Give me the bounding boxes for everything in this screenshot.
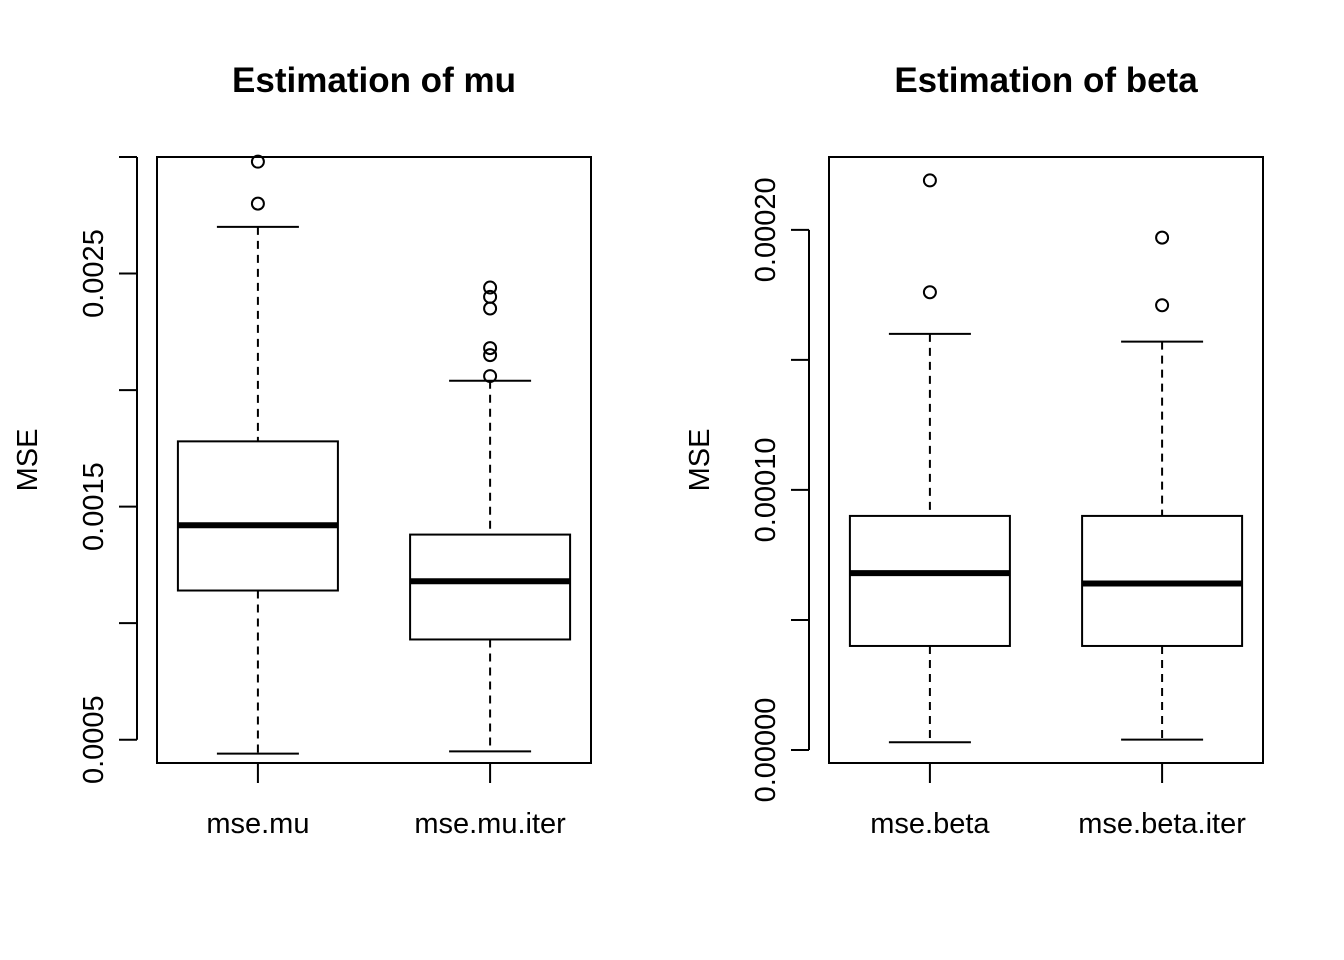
y-tick-label: 0.00010 [750, 437, 782, 542]
y-axis-label: MSE [684, 429, 716, 492]
iqr-box [409, 533, 572, 641]
x-tick-label: mse.beta.iter [1078, 808, 1246, 840]
outlier-point [1155, 230, 1170, 245]
y-tick-label: 0.0015 [78, 462, 110, 551]
y-tick-label: 0.0025 [78, 229, 110, 318]
x-tick-label: mse.mu.iter [414, 808, 566, 840]
box-mse.beta [848, 173, 1011, 744]
box-mse.mu [176, 154, 339, 755]
panel-1: Estimation of mu MSE 0.0005 0.0015 0.0025 mse… [12, 61, 592, 840]
plot-frame [156, 156, 592, 764]
y-axis-label: MSE [12, 429, 44, 492]
plot-frame [828, 156, 1264, 764]
outlier-point [483, 348, 498, 363]
y-tick-label: 0.00000 [750, 698, 782, 803]
outlier-point [483, 301, 498, 316]
y-tick-label: 0.0005 [78, 695, 110, 784]
outlier-point [250, 154, 265, 169]
y-tick-label: 0.00020 [750, 177, 782, 282]
iqr-box [848, 514, 1011, 647]
iqr-box [176, 440, 339, 592]
box-mse.beta.iter [1081, 230, 1244, 741]
x-tick-label: mse.beta [870, 808, 990, 840]
outlier-point [483, 280, 498, 295]
outlier-point [483, 341, 498, 356]
chart-title: Estimation of beta [894, 61, 1198, 100]
box-mse.mu.iter [409, 280, 572, 753]
outlier-point [483, 369, 498, 384]
outlier-point [250, 196, 265, 211]
outlier-point [1155, 298, 1170, 313]
x-tick-label: mse.mu [206, 808, 309, 840]
outlier-point [922, 173, 937, 188]
chart-title: Estimation of mu [232, 61, 516, 100]
panel-2: Estimation of beta MSE 0.00000 0.00010 0.000… [684, 61, 1264, 840]
outlier-point [922, 285, 937, 300]
